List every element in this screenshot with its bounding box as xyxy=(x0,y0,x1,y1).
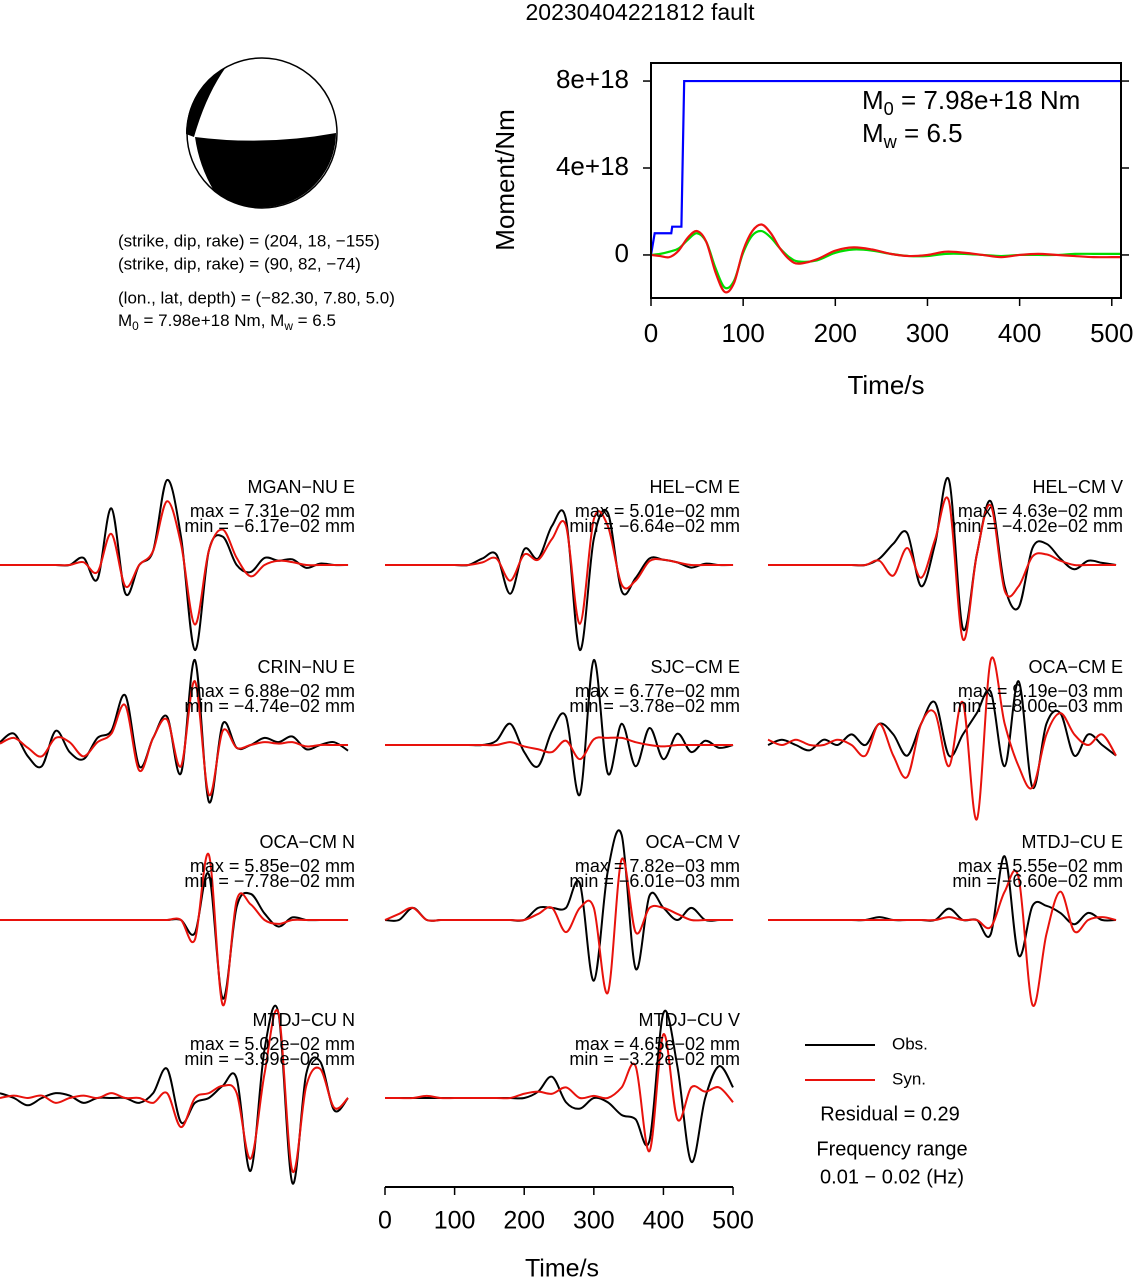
annotation-part: = 6.5 xyxy=(293,311,336,330)
subscript: 0 xyxy=(132,319,139,333)
obs-trace xyxy=(0,872,349,1000)
min-label: min = −4.74e−02 mm xyxy=(184,696,355,716)
min-label: min = −3.22e−02 mm xyxy=(569,1049,740,1069)
station-label: MTDJ−CU E xyxy=(1021,832,1123,852)
annotation-part: M xyxy=(118,311,132,330)
x-tick-label: 200 xyxy=(503,1207,545,1235)
max-label: max = 5.02e−02 mm xyxy=(190,1034,355,1054)
subscript: w xyxy=(283,319,293,333)
max-label: max = 7.31e−02 mm xyxy=(190,501,355,521)
focal-text: (lon., lat, depth) = (−82.30, 7.80, 5.0) xyxy=(118,288,395,307)
syn-trace xyxy=(0,500,349,626)
annotation: M0 = 7.98e+18 Nm xyxy=(862,85,1080,119)
x-tick-label: 300 xyxy=(906,318,949,348)
obs-trace xyxy=(384,829,734,982)
syn-trace xyxy=(767,656,1117,821)
beachball xyxy=(185,57,338,209)
beachball-lower xyxy=(195,133,336,208)
station-label: CRIN−NU E xyxy=(257,657,355,677)
legend-label: Syn. xyxy=(892,1069,926,1088)
legend-label: Obs. xyxy=(892,1034,928,1053)
beachball-upper xyxy=(185,67,226,134)
syn-trace xyxy=(385,1033,734,1153)
frequency-text: Frequency range xyxy=(816,1138,967,1160)
station-label: MTDJ−CU V xyxy=(638,1010,740,1030)
min-label: min = −3.78e−02 mm xyxy=(569,696,740,716)
obs-trace xyxy=(0,658,349,804)
residual: Residual = 0.29 xyxy=(820,1103,960,1125)
x-tick-label: 200 xyxy=(814,318,857,348)
annotation-part: = 7.98e+18 Nm, M xyxy=(139,311,285,330)
min-label: min = −7.78e−02 mm xyxy=(184,871,355,891)
annotation-part: M xyxy=(862,118,884,148)
syn-trace xyxy=(384,510,734,625)
subscript: w xyxy=(883,132,898,152)
station-label: HEL−CM V xyxy=(1032,477,1123,497)
min-label: min = −6.17e−02 mm xyxy=(184,516,355,536)
syn-trace xyxy=(0,1009,349,1173)
min-label: min = −8.00e−03 mm xyxy=(952,696,1123,716)
min-label: min = −3.99e−02 mm xyxy=(184,1049,355,1069)
min-label: min = −6.01e−03 mm xyxy=(569,871,740,891)
station-label: OCA−CM N xyxy=(259,832,355,852)
station-label: MGAN−NU E xyxy=(247,477,355,497)
x-axis-label: Time/s xyxy=(847,370,924,400)
y-tick-label: 4e+18 xyxy=(556,151,629,181)
annotation-part: M xyxy=(862,85,884,115)
max-label: max = 6.88e−02 mm xyxy=(190,681,355,701)
x-tick-label: 400 xyxy=(998,318,1041,348)
beachball-upper-fill xyxy=(186,67,226,137)
max-label: max = 5.55e−02 mm xyxy=(958,856,1123,876)
series-line xyxy=(650,223,1121,294)
y-tick-label: 0 xyxy=(615,238,629,268)
max-label: max = 9.19e−03 mm xyxy=(958,681,1123,701)
max-label: max = 4.65e−02 mm xyxy=(575,1034,740,1054)
x-tick-label: 500 xyxy=(712,1207,754,1235)
annotation: Mw = 6.5 xyxy=(862,118,963,152)
max-label: max = 4.63e−02 mm xyxy=(958,501,1123,521)
annotation: M0 = 7.98e+18 Nm, Mw = 6.5 xyxy=(118,311,336,333)
focal-text: (strike, dip, rake) = (204, 18, −155) xyxy=(118,231,380,250)
x-tick-label: 100 xyxy=(721,318,764,348)
y-tick-label: 8e+18 xyxy=(556,64,629,94)
syn-trace xyxy=(384,857,734,995)
station-label: OCA−CM E xyxy=(1028,657,1123,677)
x-tick-label: 0 xyxy=(378,1207,392,1235)
max-label: max = 6.77e−02 mm xyxy=(575,681,740,701)
y-axis-label: Moment/Nm xyxy=(490,109,520,251)
syn-trace xyxy=(767,496,1117,641)
min-label: min = −4.02e−02 mm xyxy=(952,516,1123,536)
subscript: 0 xyxy=(884,99,894,119)
min-label: min = −6.64e−02 mm xyxy=(569,516,740,536)
x-tick-label: 0 xyxy=(644,318,658,348)
station-label: MTDJ−CU N xyxy=(253,1010,356,1030)
annotation-part: = 7.98e+18 Nm xyxy=(894,85,1080,115)
series-line xyxy=(650,229,1121,290)
syn-trace xyxy=(767,869,1117,1007)
min-label: min = −6.60e−02 mm xyxy=(952,871,1123,891)
x-tick-label: 300 xyxy=(573,1207,615,1235)
syn-trace xyxy=(0,852,349,1007)
annotation-part: = 6.5 xyxy=(897,118,963,148)
syn-trace xyxy=(385,736,734,761)
max-label: max = 5.85e−02 mm xyxy=(190,856,355,876)
figure-title: 20230404221812 fault xyxy=(526,0,756,25)
station-label: OCA−CM V xyxy=(645,832,740,852)
focal-text: (strike, dip, rake) = (90, 82, −74) xyxy=(118,254,361,273)
x-axis-label: Time/s xyxy=(525,1255,599,1283)
x-tick-label: 100 xyxy=(434,1207,476,1235)
frequency-text: 0.01 − 0.02 (Hz) xyxy=(820,1166,964,1188)
station-label: HEL−CM E xyxy=(649,477,740,497)
obs-trace xyxy=(767,680,1117,789)
series-line xyxy=(649,79,1121,256)
plot-frame xyxy=(650,62,1122,299)
max-label: max = 5.01e−02 mm xyxy=(575,501,740,521)
x-tick-label: 500 xyxy=(1090,318,1133,348)
obs-trace xyxy=(0,1004,349,1185)
syn-trace xyxy=(0,680,349,797)
x-tick-label: 400 xyxy=(643,1207,685,1235)
max-label: max = 7.82e−03 mm xyxy=(575,856,740,876)
station-label: SJC−CM E xyxy=(650,657,740,677)
